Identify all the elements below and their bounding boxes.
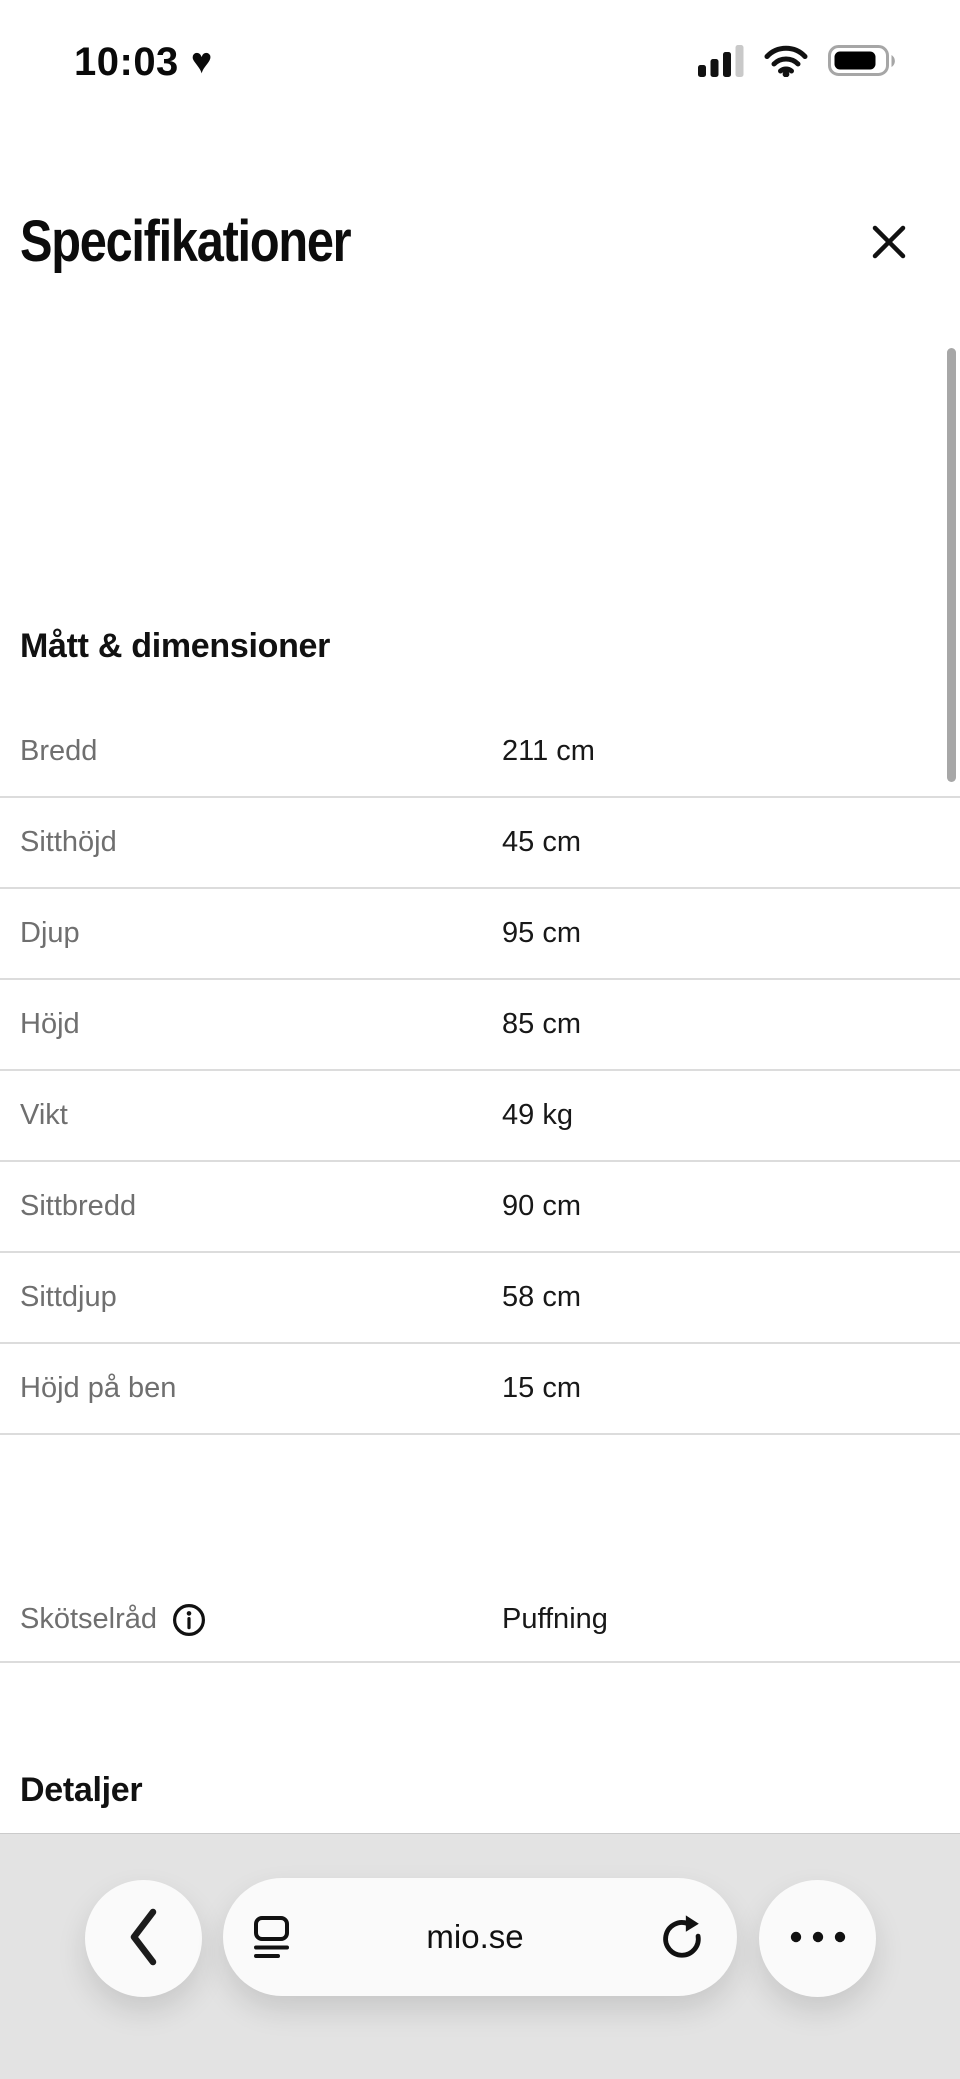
heart-icon: ♥: [190, 40, 213, 81]
row-label: Sittbredd: [20, 1190, 137, 1222]
row-label: Sitthöjd: [20, 826, 117, 858]
table-row: Sittdjup 58 cm: [0, 1253, 960, 1344]
row-label: Skötselråd: [20, 1602, 158, 1635]
section-title-dimensions: Mått & dimensioner: [20, 627, 331, 665]
row-value: 90 cm: [502, 1190, 581, 1222]
table-row: Vikt 49 kg: [0, 1071, 960, 1162]
wifi-icon: [764, 45, 808, 82]
status-bar-right: [698, 44, 898, 82]
table-row: Höjd på ben 15 cm: [0, 1344, 960, 1435]
table-row: Sitthöjd 45 cm: [0, 798, 960, 889]
row-value: 95 cm: [502, 917, 581, 949]
row-value: 15 cm: [502, 1372, 581, 1404]
chevron-left-icon: [126, 1905, 162, 1972]
browser-toolbar: mio.se: [0, 1833, 960, 2079]
section-title-details: Detaljer: [20, 1771, 143, 1809]
row-label: Sittdjup: [20, 1281, 117, 1313]
row-label: Höjd på ben: [20, 1372, 177, 1404]
row-label: Bredd: [20, 735, 98, 767]
cellular-signal-icon: [698, 44, 744, 82]
status-bar-left: 10:03 ♥: [74, 40, 213, 84]
table-row: Höjd 85 cm: [0, 980, 960, 1071]
spec-table: Bredd 211 cm Sitthöjd 45 cm Djup 95 cm H…: [0, 707, 960, 1435]
row-value: 45 cm: [502, 826, 581, 858]
row-value: 58 cm: [502, 1281, 581, 1313]
row-label: Djup: [20, 917, 80, 949]
row-label: Vikt: [20, 1099, 68, 1131]
reload-icon[interactable]: [657, 1911, 707, 1963]
page-menu-icon[interactable]: [253, 1914, 293, 1960]
more-button[interactable]: [759, 1880, 876, 1997]
address-bar[interactable]: mio.se: [223, 1878, 737, 1996]
row-value: Puffning: [502, 1602, 608, 1635]
table-row: Bredd 211 cm: [0, 707, 960, 798]
care-label-group: Skötselråd: [20, 1600, 207, 1638]
table-row-care: Skötselråd Puffning: [0, 1577, 960, 1663]
back-button[interactable]: [85, 1880, 202, 1997]
page-title: Specifikationer: [20, 209, 352, 274]
scrollbar-thumb[interactable]: [947, 348, 956, 782]
row-value: 211 cm: [502, 735, 595, 767]
table-row: Sittbredd 90 cm: [0, 1162, 960, 1253]
row-value: 49 kg: [502, 1099, 573, 1131]
info-icon[interactable]: [171, 1602, 207, 1638]
ellipsis-icon: [789, 1931, 847, 1946]
close-icon: [869, 222, 909, 265]
row-value: 85 cm: [502, 1008, 581, 1040]
table-row: Djup 95 cm: [0, 889, 960, 980]
clock-time: 10:03: [74, 39, 179, 84]
url-text[interactable]: mio.se: [426, 1918, 524, 1955]
row-label: Höjd: [20, 1008, 80, 1040]
close-button[interactable]: [866, 220, 912, 266]
battery-icon: [828, 44, 898, 82]
